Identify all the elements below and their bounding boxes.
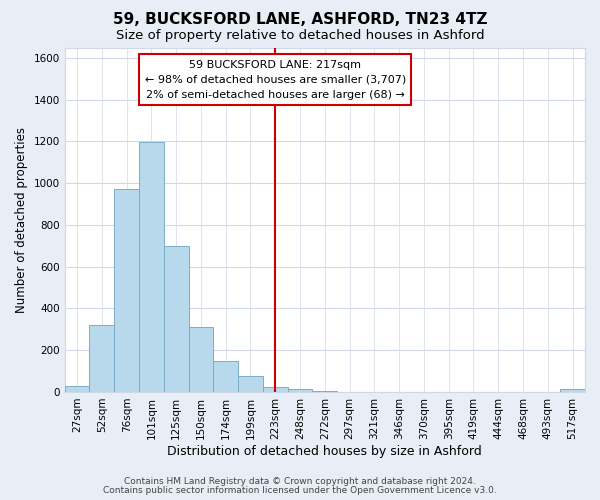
Bar — [188, 327, 214, 392]
Bar — [238, 376, 263, 392]
Y-axis label: Number of detached properties: Number of detached properties — [15, 126, 28, 312]
Bar — [89, 325, 114, 392]
Bar — [214, 360, 238, 392]
X-axis label: Distribution of detached houses by size in Ashford: Distribution of detached houses by size … — [167, 444, 482, 458]
Text: Contains public sector information licensed under the Open Government Licence v3: Contains public sector information licen… — [103, 486, 497, 495]
Text: Size of property relative to detached houses in Ashford: Size of property relative to detached ho… — [116, 29, 484, 42]
Bar — [313, 391, 337, 392]
Bar — [164, 246, 188, 392]
Bar — [560, 389, 585, 392]
Text: 59, BUCKSFORD LANE, ASHFORD, TN23 4TZ: 59, BUCKSFORD LANE, ASHFORD, TN23 4TZ — [113, 12, 487, 28]
Bar — [287, 389, 313, 392]
Bar — [114, 190, 139, 392]
Text: 59 BUCKSFORD LANE: 217sqm
← 98% of detached houses are smaller (3,707)
2% of sem: 59 BUCKSFORD LANE: 217sqm ← 98% of detac… — [145, 60, 406, 100]
Bar — [263, 386, 287, 392]
Bar — [65, 386, 89, 392]
Text: Contains HM Land Registry data © Crown copyright and database right 2024.: Contains HM Land Registry data © Crown c… — [124, 477, 476, 486]
Bar — [139, 142, 164, 392]
